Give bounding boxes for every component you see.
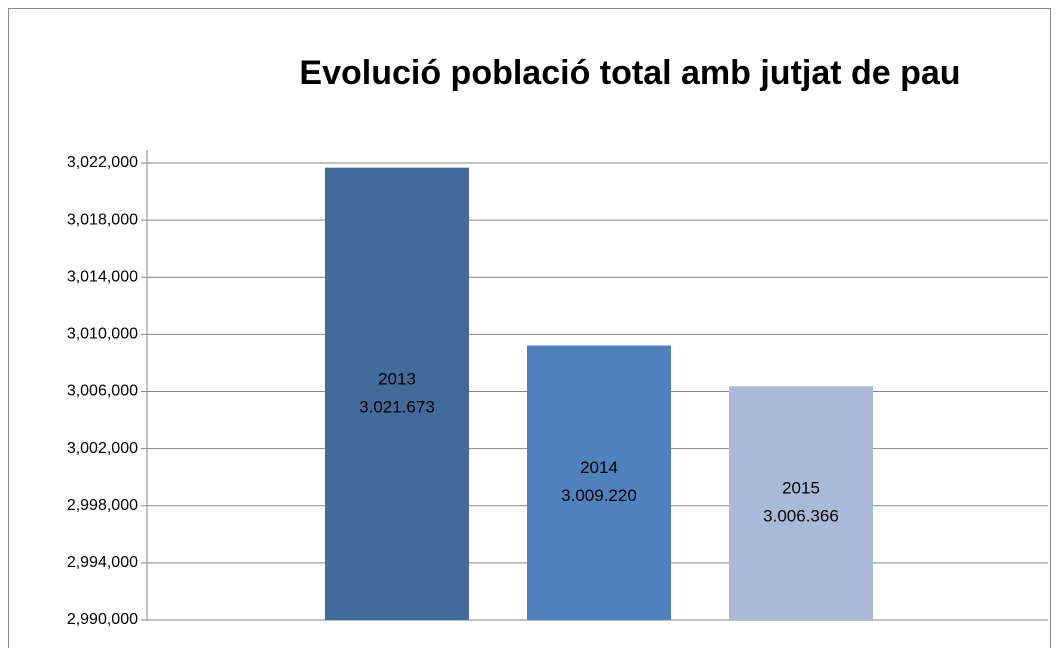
data-label: 3.006.366 (763, 507, 839, 526)
bar (729, 386, 873, 620)
chart-title: Evolució població total amb jutjat de pa… (299, 54, 960, 92)
category-label: 2013 (378, 369, 416, 388)
y-tick-label: 3,014,000 (67, 268, 138, 285)
data-label: 3.009.220 (561, 486, 637, 505)
y-tick-label: 2,998,000 (67, 497, 138, 514)
data-label: 3.021.673 (359, 397, 435, 416)
bar (325, 167, 469, 620)
category-label: 2014 (580, 458, 618, 477)
y-tick-label: 3,018,000 (67, 211, 138, 228)
y-tick-label: 3,006,000 (67, 383, 138, 400)
y-tick-label: 2,994,000 (67, 554, 138, 571)
category-label: 2015 (782, 479, 820, 498)
bar (527, 345, 671, 620)
y-tick-label: 3,002,000 (67, 440, 138, 457)
y-tick-label: 3,010,000 (67, 326, 138, 343)
y-tick-label: 3,022,000 (67, 154, 138, 171)
y-tick-label: 2,990,000 (67, 611, 138, 628)
